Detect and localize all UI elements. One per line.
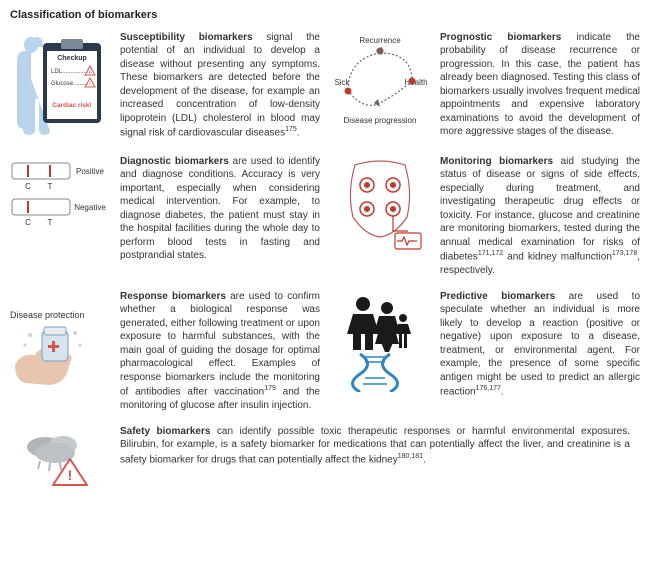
predictive-text: Predictive biomarkers are used to specul… <box>440 290 640 413</box>
diagnostic-heading: Diagnostic biomarkers <box>120 156 229 167</box>
predictive-heading: Predictive biomarkers <box>440 291 555 302</box>
susceptibility-text: Susceptibility biomarkers signal the pot… <box>120 31 320 143</box>
safety-text: Safety biomarkers can identify possible … <box>120 425 630 487</box>
monitoring-icon <box>330 155 430 278</box>
svg-text:!: ! <box>68 467 73 483</box>
svg-text:Recurrence: Recurrence <box>359 36 401 45</box>
response-text: Response biomarkers are used to confirm … <box>120 290 320 413</box>
main-grid: Checkup LDL.................. Glucose...… <box>10 31 643 413</box>
svg-text:C: C <box>25 182 31 191</box>
svg-text:Disease progression: Disease progression <box>344 116 417 125</box>
response-icon: Disease protection <box>10 290 110 413</box>
bottom-row: ! Safety biomarkers can identify possibl… <box>10 425 643 487</box>
susceptibility-heading: Susceptibility biomarkers <box>120 32 253 43</box>
susceptibility-icon: Checkup LDL.................. Glucose...… <box>10 31 110 143</box>
page-title: Classification of biomarkers <box>10 8 643 23</box>
diagnostic-icon: C T Positive C T Negative <box>10 155 110 278</box>
prognostic-text: Prognostic biomarkers indicate the proba… <box>440 31 640 143</box>
safety-icon: ! <box>10 425 110 487</box>
svg-text:Positive: Positive <box>76 167 105 176</box>
svg-text:Glucose.........: Glucose......... <box>51 81 88 87</box>
svg-text:T: T <box>48 182 53 191</box>
predictive-icon <box>330 290 430 413</box>
safety-heading: Safety biomarkers <box>120 426 210 437</box>
svg-text:T: T <box>48 218 53 227</box>
svg-text:Cardiac risk!: Cardiac risk! <box>52 102 91 109</box>
svg-text:Health: Health <box>404 78 427 87</box>
svg-text:Checkup: Checkup <box>57 55 87 62</box>
monitoring-heading: Monitoring biomarkers <box>440 156 553 167</box>
response-heading: Response biomarkers <box>120 291 226 302</box>
prognostic-heading: Prognostic biomarkers <box>440 32 561 43</box>
prognostic-icon: Recurrence Sick Health Disease progressi… <box>330 31 430 143</box>
svg-text:C: C <box>25 218 31 227</box>
monitoring-text: Monitoring biomarkers aid studying the s… <box>440 155 640 278</box>
svg-text:Negative: Negative <box>74 203 106 212</box>
response-caption: Disease protection <box>10 309 85 321</box>
diagnostic-text: Diagnostic biomarkers are used to identi… <box>120 155 320 278</box>
